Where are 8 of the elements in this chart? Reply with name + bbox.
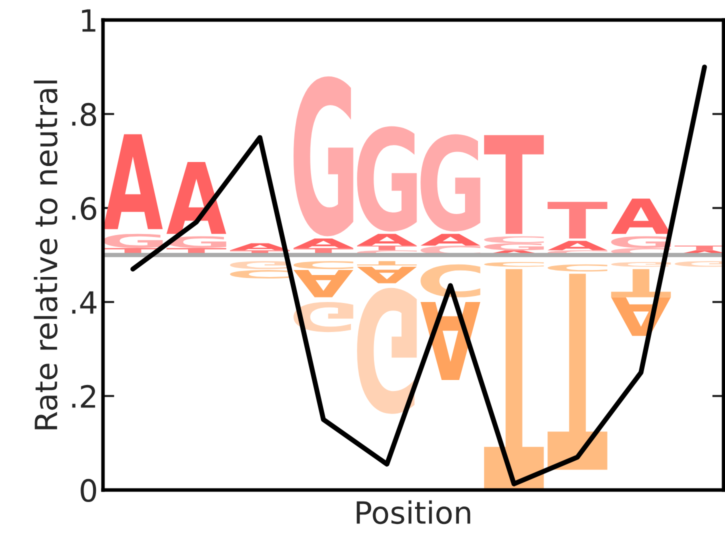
y-tick-label: 1: [82, 9, 96, 32]
y-tick-label: 0: [80, 478, 96, 502]
x-axis-title: Position: [356, 500, 470, 524]
y-tick-label: .6: [72, 196, 96, 220]
y-tick-label: .4: [72, 291, 96, 314]
y-axis-title: Rate relative to neutral: [34, 80, 58, 430]
y-tick-label: .8: [72, 102, 96, 126]
y-tick-label: .2: [72, 384, 96, 408]
